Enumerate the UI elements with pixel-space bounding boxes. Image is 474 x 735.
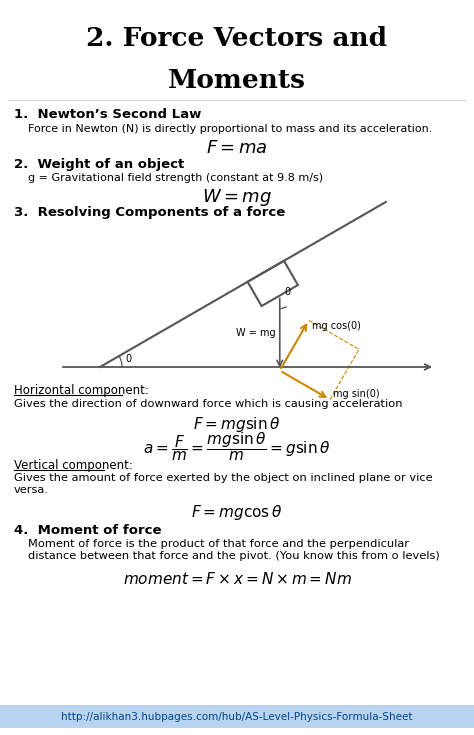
Bar [0, 705, 474, 728]
Text: 0: 0 [125, 354, 131, 364]
Text: Moments: Moments [168, 68, 306, 93]
Text: Gives the amount of force exerted by the object on inclined plane or vice: Gives the amount of force exerted by the… [14, 473, 433, 483]
Text: http://alikhan3.hubpages.com/hub/AS-Level-Physics-Formula-Sheet: http://alikhan3.hubpages.com/hub/AS-Leve… [61, 711, 413, 722]
Text: 1.  Newton’s Second Law: 1. Newton’s Second Law [14, 107, 201, 121]
Text: Force in Newton (N) is directly proportional to mass and its acceleration.: Force in Newton (N) is directly proporti… [28, 124, 432, 134]
Text: Vertical component:: Vertical component: [14, 459, 133, 471]
Text: 0: 0 [285, 287, 291, 296]
Text: $F = mg \cos \theta$: $F = mg \cos \theta$ [191, 503, 283, 522]
Text: 4.  Moment of force: 4. Moment of force [14, 523, 162, 537]
Text: $F = ma$: $F = ma$ [206, 139, 268, 157]
Text: Gives the direction of downward force which is causing acceleration: Gives the direction of downward force wh… [14, 399, 402, 409]
Text: g = Gravitational field strength (constant at 9.8 m/s): g = Gravitational field strength (consta… [28, 173, 323, 183]
Text: distance between that force and the pivot. (You know this from o levels): distance between that force and the pivo… [28, 551, 440, 561]
Text: $moment = F \times x = N \times m = Nm$: $moment = F \times x = N \times m = Nm$ [122, 571, 352, 587]
Text: mg cos(0): mg cos(0) [312, 321, 361, 331]
Text: $a = \dfrac{F}{m} = \dfrac{mg \sin \theta}{m} = g \sin \theta$: $a = \dfrac{F}{m} = \dfrac{mg \sin \thet… [143, 431, 331, 463]
Text: $W = mg$: $W = mg$ [202, 187, 272, 207]
Text: Moment of force is the product of that force and the perpendicular: Moment of force is the product of that f… [28, 539, 409, 549]
Text: W = mg: W = mg [236, 328, 275, 338]
Text: versa.: versa. [14, 485, 49, 495]
Text: Horizontal component:: Horizontal component: [14, 384, 149, 396]
Text: 2. Force Vectors and: 2. Force Vectors and [86, 26, 388, 51]
Text: 3.  Resolving Components of a force: 3. Resolving Components of a force [14, 206, 285, 218]
Text: mg sin(0): mg sin(0) [333, 389, 380, 398]
Text: 2.  Weight of an object: 2. Weight of an object [14, 157, 184, 171]
Text: $F = mg \sin \theta$: $F = mg \sin \theta$ [193, 415, 281, 434]
